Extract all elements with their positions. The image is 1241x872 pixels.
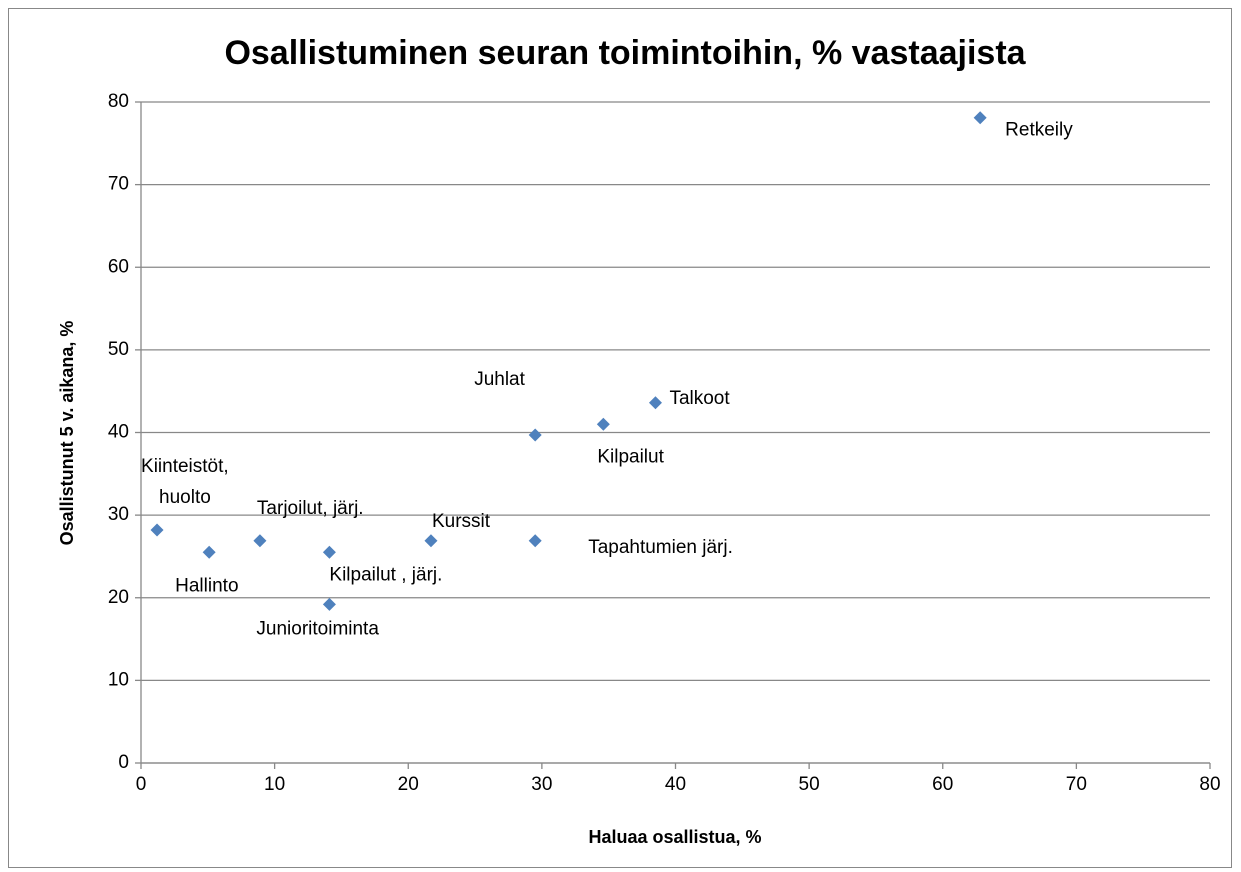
y-tick-label: 40 <box>108 422 129 443</box>
x-tick-label: 30 <box>531 774 552 795</box>
x-tick-label: 60 <box>932 774 953 795</box>
y-tick-label: 70 <box>108 174 129 195</box>
x-tick-label: 70 <box>1066 774 1087 795</box>
y-tick-label: 10 <box>108 669 129 690</box>
point <box>424 534 438 548</box>
point-label: Kilpailut , järj. <box>329 564 442 585</box>
y-tick-label: 0 <box>118 752 129 773</box>
y-axis-label: Osallistunut 5 v. aikana, % <box>57 321 77 546</box>
point <box>596 417 610 431</box>
y-tick-label: 80 <box>108 91 129 112</box>
point <box>253 534 267 548</box>
point <box>973 111 987 125</box>
point <box>150 523 164 537</box>
x-axis-label: Haluaa osallistua, % <box>588 827 761 847</box>
x-tick-label: 40 <box>665 774 686 795</box>
point-label: Tarjoilut, järj. <box>257 498 364 519</box>
point-label: Talkoot <box>669 388 730 409</box>
point <box>322 545 336 559</box>
point <box>202 545 216 559</box>
x-tick-label: 50 <box>799 774 820 795</box>
point-label: Kurssit <box>432 511 491 532</box>
point-label: huolto <box>159 487 211 508</box>
x-tick-label: 80 <box>1199 774 1220 795</box>
chart-frame <box>8 8 1232 868</box>
point <box>528 428 542 442</box>
chart-title: Osallistuminen seuran toimintoihin, % va… <box>224 34 1026 72</box>
point-label: Kiinteistöt, <box>141 456 229 477</box>
y-tick-label: 20 <box>108 587 129 608</box>
point-label: Kilpailut <box>597 446 664 467</box>
point-label: Retkeily <box>1005 120 1073 141</box>
point-label: Hallinto <box>175 575 238 596</box>
point-label: Juhlat <box>474 369 525 390</box>
point-label: Tapahtumien järj. <box>588 537 733 558</box>
x-tick-label: 20 <box>398 774 419 795</box>
y-tick-label: 30 <box>108 504 129 525</box>
point <box>322 597 336 611</box>
point <box>528 534 542 548</box>
y-tick-label: 60 <box>108 256 129 277</box>
x-tick-label: 0 <box>136 774 147 795</box>
point <box>648 396 662 410</box>
x-tick-label: 10 <box>264 774 285 795</box>
y-tick-label: 50 <box>108 339 129 360</box>
point-label: Junioritoiminta <box>256 618 379 639</box>
